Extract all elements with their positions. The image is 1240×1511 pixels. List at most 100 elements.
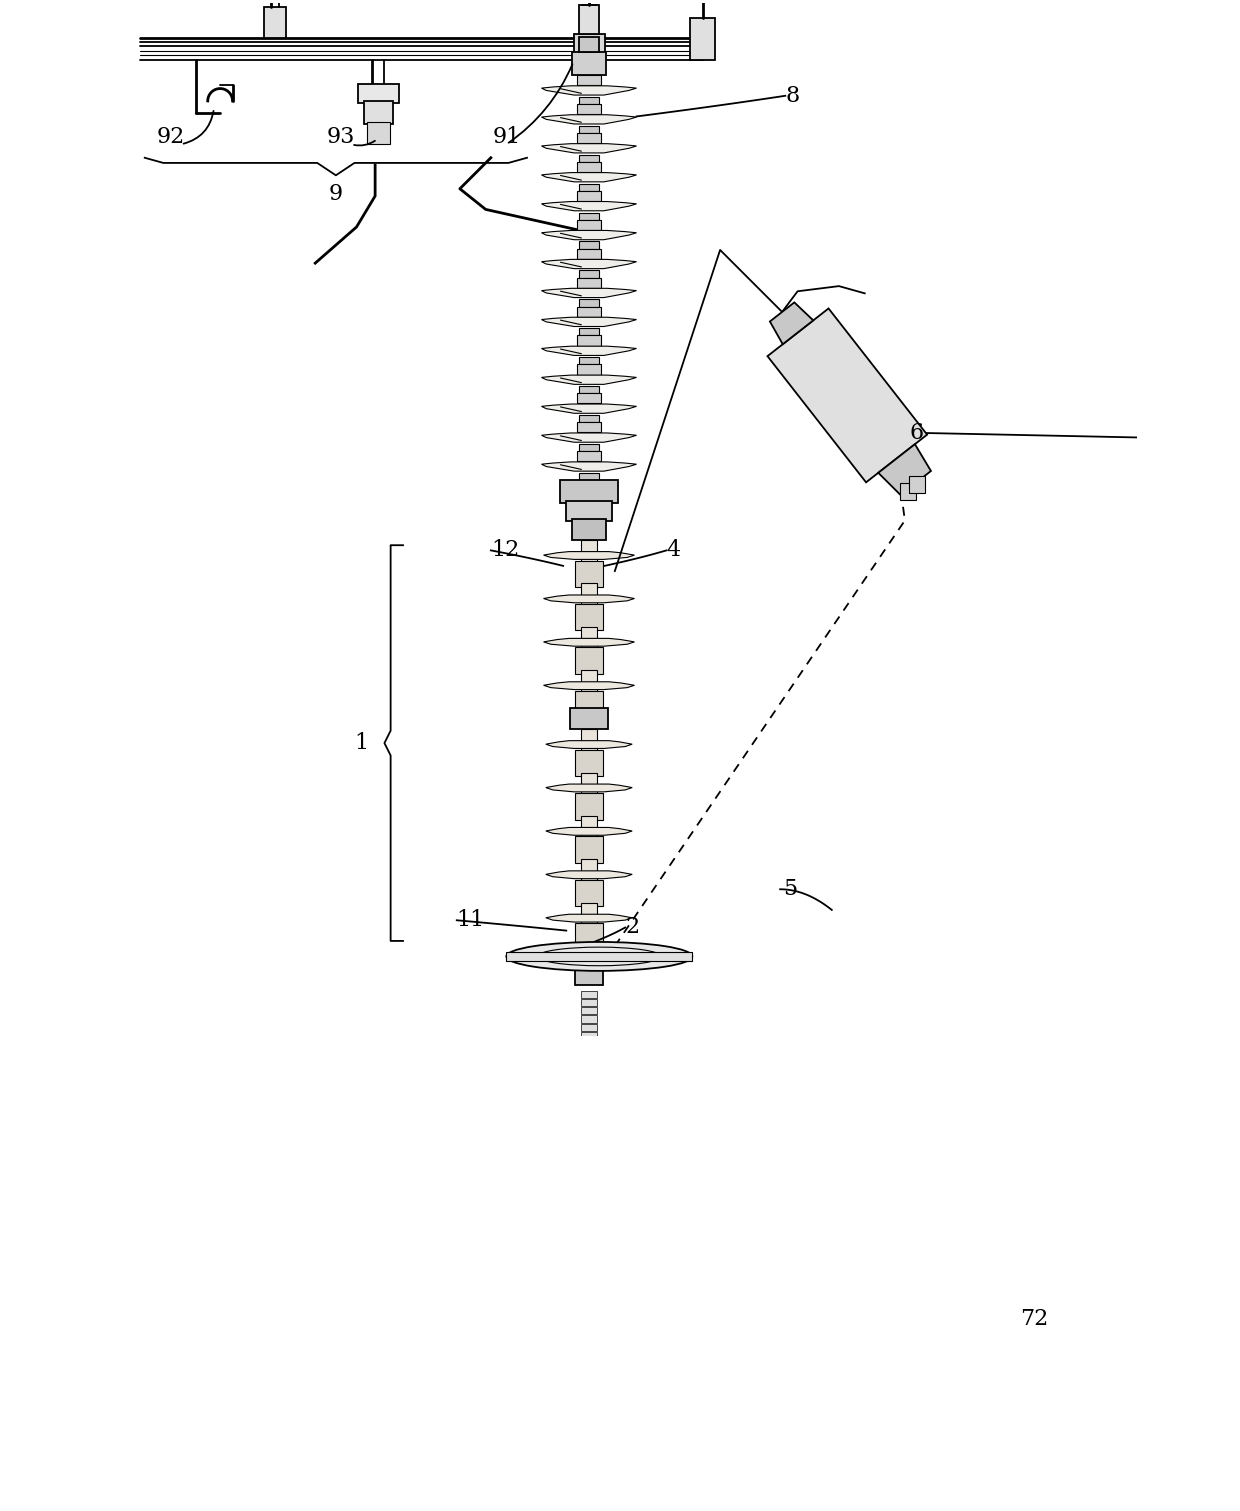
Text: 1: 1	[355, 731, 368, 754]
Text: 91: 91	[492, 125, 521, 148]
Polygon shape	[878, 444, 931, 494]
Polygon shape	[542, 172, 636, 181]
Polygon shape	[542, 86, 636, 95]
Polygon shape	[542, 289, 636, 298]
Bar	[575, 879, 603, 907]
Bar	[578, 452, 600, 461]
Bar	[579, 36, 599, 53]
Ellipse shape	[506, 941, 692, 972]
Bar	[574, 33, 605, 59]
Bar	[579, 5, 599, 33]
Text: 4: 4	[666, 539, 681, 562]
Polygon shape	[546, 784, 632, 792]
Polygon shape	[542, 403, 636, 414]
Bar	[567, 944, 611, 967]
Bar	[579, 125, 599, 133]
Polygon shape	[542, 317, 636, 326]
Bar	[580, 1006, 598, 1014]
Bar	[579, 213, 599, 219]
Bar	[899, 484, 916, 500]
Bar	[264, 8, 286, 38]
Bar	[575, 604, 603, 630]
Polygon shape	[542, 346, 636, 355]
Polygon shape	[543, 595, 635, 603]
Text: 72: 72	[1019, 1309, 1048, 1330]
Bar	[580, 671, 598, 694]
Bar	[579, 444, 599, 452]
Bar	[578, 162, 600, 172]
Bar	[575, 561, 603, 588]
Text: 2: 2	[625, 917, 640, 938]
Bar	[580, 583, 598, 607]
Polygon shape	[542, 462, 636, 471]
Polygon shape	[542, 115, 636, 124]
Bar	[579, 97, 599, 104]
Polygon shape	[546, 914, 632, 922]
Bar	[578, 278, 600, 287]
Bar	[579, 299, 599, 307]
Text: 12: 12	[491, 539, 520, 562]
Polygon shape	[546, 740, 632, 748]
Bar	[580, 816, 598, 840]
Bar	[579, 387, 599, 393]
Bar	[573, 53, 605, 76]
Bar	[560, 480, 618, 503]
Polygon shape	[542, 231, 636, 240]
Polygon shape	[543, 681, 635, 689]
Bar	[579, 154, 599, 162]
Text: 93: 93	[327, 125, 355, 148]
Bar	[575, 837, 603, 863]
Bar	[578, 190, 600, 201]
Bar	[575, 923, 603, 950]
Bar	[578, 364, 600, 375]
Bar	[691, 18, 715, 59]
Bar	[578, 219, 600, 230]
Bar	[578, 422, 600, 432]
Polygon shape	[542, 144, 636, 153]
Bar	[357, 85, 399, 103]
Bar	[580, 902, 598, 926]
Bar	[579, 184, 599, 190]
Text: 11: 11	[456, 910, 485, 931]
Bar	[574, 964, 604, 985]
Bar	[580, 860, 598, 882]
Polygon shape	[542, 201, 636, 210]
Bar	[909, 476, 925, 493]
Bar	[506, 952, 692, 961]
Bar	[575, 749, 603, 777]
Bar	[580, 1032, 598, 1040]
Polygon shape	[546, 870, 632, 879]
Polygon shape	[768, 308, 928, 482]
Bar	[578, 133, 600, 144]
Bar	[578, 393, 600, 403]
Bar	[573, 520, 605, 539]
Polygon shape	[546, 828, 632, 836]
Bar	[579, 242, 599, 249]
Bar	[367, 121, 389, 145]
Bar	[580, 772, 598, 796]
Polygon shape	[542, 434, 636, 443]
Text: 92: 92	[156, 125, 185, 148]
Bar	[579, 328, 599, 335]
Text: 9: 9	[329, 183, 343, 205]
Bar	[580, 1023, 598, 1031]
Bar	[570, 709, 608, 730]
Bar	[580, 627, 598, 651]
Polygon shape	[543, 638, 635, 647]
Bar	[578, 249, 600, 258]
Bar	[575, 691, 603, 718]
Bar	[578, 307, 600, 317]
Bar	[580, 1015, 598, 1023]
Polygon shape	[770, 302, 813, 345]
Bar	[580, 539, 598, 564]
Polygon shape	[543, 552, 635, 559]
Polygon shape	[542, 260, 636, 269]
Bar	[579, 473, 599, 480]
Bar	[579, 416, 599, 422]
Text: 8: 8	[785, 85, 800, 107]
Bar	[575, 647, 603, 674]
Bar	[580, 999, 598, 1006]
Bar	[579, 270, 599, 278]
Text: 5: 5	[784, 878, 797, 901]
Bar	[578, 76, 600, 85]
